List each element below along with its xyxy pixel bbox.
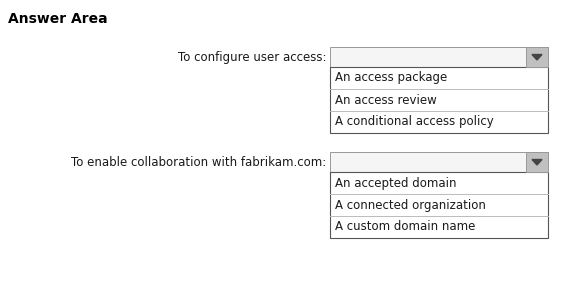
Bar [526,47,548,67]
Bar [330,172,548,238]
Text: A connected organization: A connected organization [335,199,486,212]
Text: An accepted domain: An accepted domain [335,177,457,190]
Text: To configure user access:: To configure user access: [177,51,326,64]
Polygon shape [532,55,542,60]
Bar [526,152,548,172]
Bar [330,152,548,172]
Text: A conditional access policy: A conditional access policy [335,116,494,129]
Text: An access review: An access review [335,94,437,107]
Text: Answer Area: Answer Area [8,12,108,26]
Text: An access package: An access package [335,71,447,84]
Bar [330,47,548,67]
Polygon shape [532,160,542,165]
Text: To enable collaboration with fabrikam.com:: To enable collaboration with fabrikam.co… [71,155,326,168]
Bar [330,67,548,133]
Text: A custom domain name: A custom domain name [335,221,475,234]
